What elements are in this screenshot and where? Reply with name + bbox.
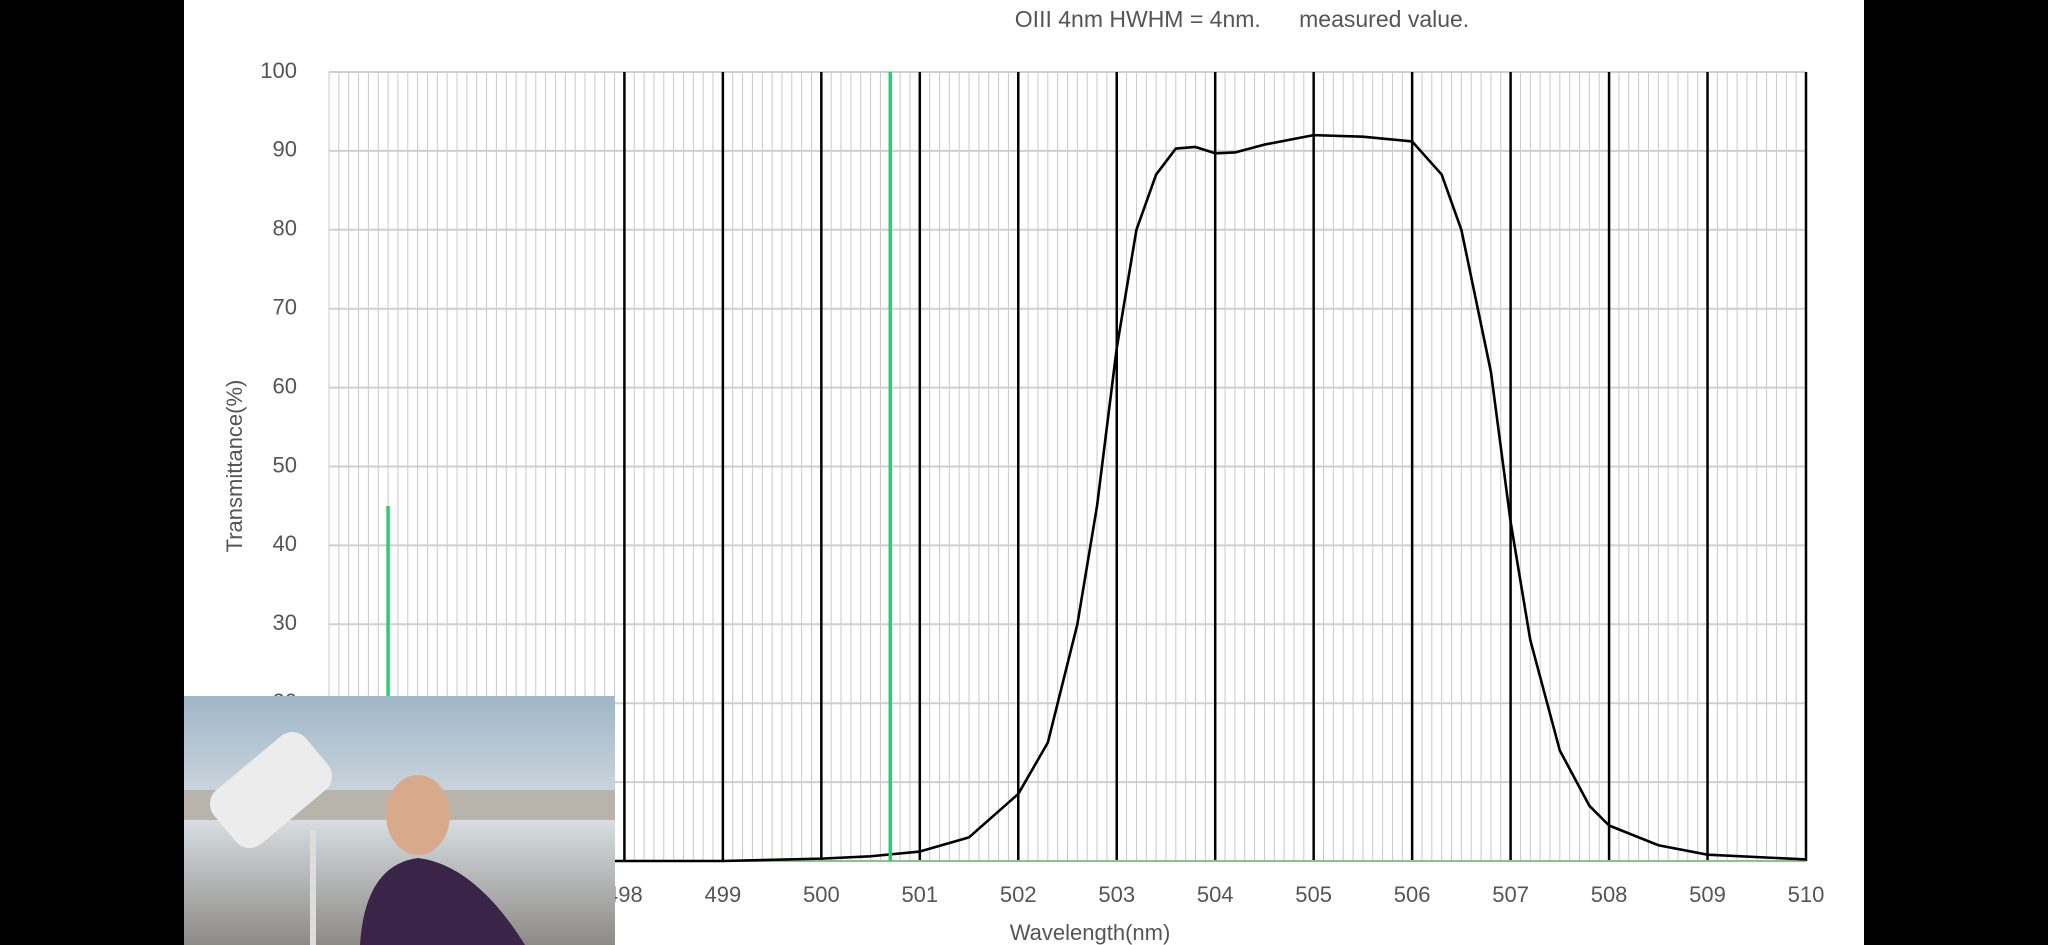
x-axis-label: Wavelength(nm)	[1010, 920, 1171, 945]
x-tick-label: 504	[1197, 882, 1234, 907]
webcam-tripod	[310, 830, 316, 945]
x-tick-label: 501	[901, 882, 938, 907]
y-tick-label: 80	[273, 216, 297, 241]
y-tick-label: 50	[273, 452, 297, 477]
x-tick-label: 505	[1295, 882, 1332, 907]
x-tick-label: 510	[1788, 882, 1825, 907]
y-tick-label: 60	[273, 373, 297, 398]
webcam-overlay	[184, 696, 615, 945]
y-tick-label: 70	[273, 295, 297, 320]
x-tick-label: 500	[803, 882, 840, 907]
x-tick-label: 509	[1689, 882, 1726, 907]
x-tick-label: 499	[705, 882, 742, 907]
y-axis-label: Transmittance(%)	[222, 380, 247, 553]
x-tick-label: 502	[1000, 882, 1037, 907]
x-tick-label: 506	[1394, 882, 1431, 907]
y-tick-label: 100	[260, 58, 297, 83]
webcam-telescope	[209, 731, 333, 849]
webcam-body	[360, 858, 525, 945]
webcam-face	[386, 775, 450, 855]
y-tick-label: 90	[273, 137, 297, 162]
y-tick-label: 40	[273, 531, 297, 556]
x-tick-label: 503	[1098, 882, 1135, 907]
transmission-curve	[329, 133, 1807, 863]
x-tick-label: 508	[1591, 882, 1628, 907]
x-tick-label: 507	[1492, 882, 1529, 907]
y-tick-label: 30	[273, 610, 297, 635]
chart-title: OIII 4nm HWHM = 4nm. measured value.	[1015, 6, 1469, 32]
